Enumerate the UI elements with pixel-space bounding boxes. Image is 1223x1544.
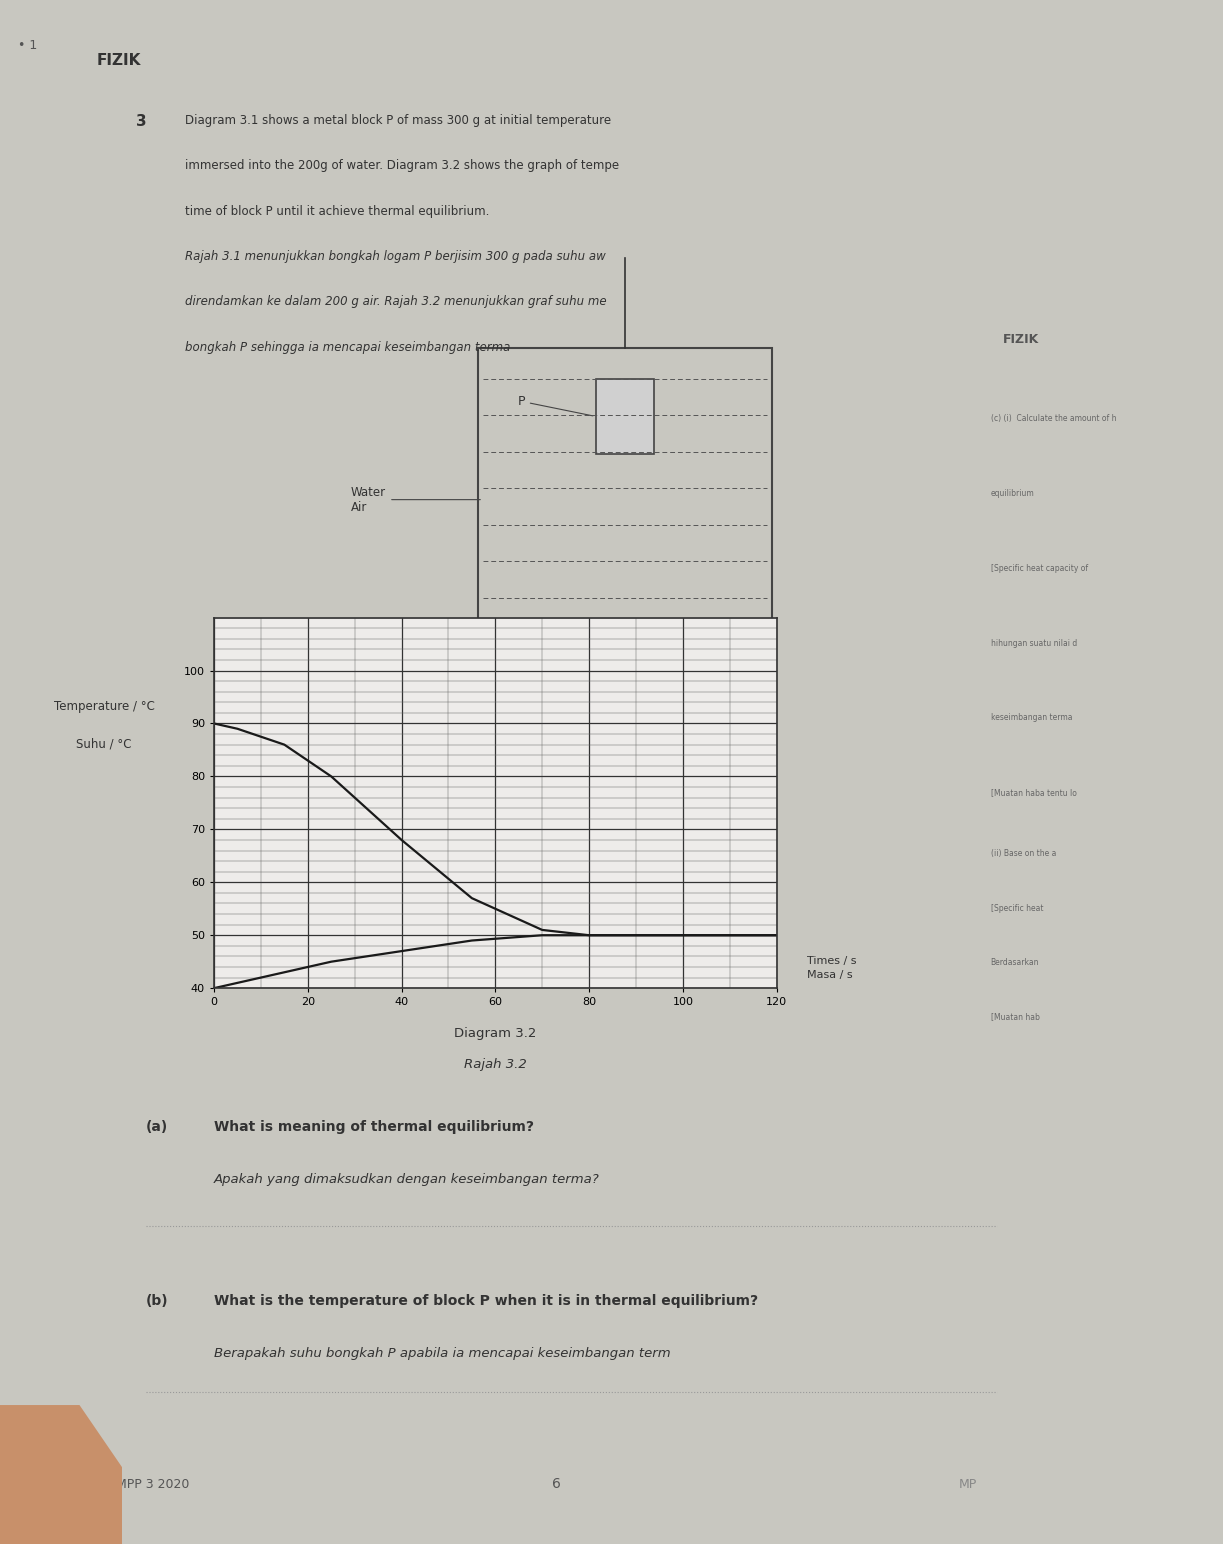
Text: FIZIK: FIZIK [97,52,141,68]
Text: bongkah P sehingga ia mencapai keseimbangan terma: bongkah P sehingga ia mencapai keseimban… [185,341,510,354]
Text: [Specific heat: [Specific heat [991,903,1043,913]
Text: Suhu / °C: Suhu / °C [76,738,132,750]
Text: (c) (i)  Calculate the amount of h: (c) (i) Calculate the amount of h [991,414,1117,423]
Text: P: P [517,395,593,415]
Text: equilibrium: equilibrium [991,489,1035,499]
Text: (b): (b) [146,1294,168,1308]
Text: direndamkan ke dalam 200 g air. Rajah 3.2 menunjukkan graf suhu me: direndamkan ke dalam 200 g air. Rajah 3.… [185,295,607,309]
Text: Berdasarkan: Berdasarkan [991,957,1040,967]
Text: Rajah 3.1: Rajah 3.1 [593,681,657,695]
Text: [Specific heat capacity of: [Specific heat capacity of [991,564,1087,573]
Text: What is the temperature of block P when it is in thermal equilibrium?: What is the temperature of block P when … [214,1294,758,1308]
Text: time of block P until it achieve thermal equilibrium.: time of block P until it achieve thermal… [185,204,489,218]
Text: • 1: • 1 [18,39,38,51]
Text: Rajah 3.1 menunjukkan bongkah logam P berjisim 300 g pada suhu aw: Rajah 3.1 menunjukkan bongkah logam P be… [185,250,605,262]
Text: hihungan suatu nilai d: hihungan suatu nilai d [991,639,1077,647]
Text: FIZIK: FIZIK [1003,334,1040,346]
Text: Berapakah suhu bongkah P apabila ia mencapai keseimbangan term: Berapakah suhu bongkah P apabila ia menc… [214,1346,670,1360]
Text: Diagram 3.2: Diagram 3.2 [454,1027,537,1039]
Text: Apakah yang dimaksudkan dengan keseimbangan terma?: Apakah yang dimaksudkan dengan keseimban… [214,1173,599,1186]
Text: [Muatan haba tentu lo: [Muatan haba tentu lo [991,787,1076,797]
Text: Temperature / °C: Temperature / °C [54,701,154,713]
Text: 6: 6 [552,1476,561,1492]
Text: Diagram 3.1: Diagram 3.1 [583,636,667,648]
Text: Diagram 3.1 shows a metal block P of mass 300 g at initial temperature: Diagram 3.1 shows a metal block P of mas… [185,114,610,127]
Text: [Muatan hab: [Muatan hab [991,1013,1040,1021]
Text: Rajah 3.2: Rajah 3.2 [464,1058,527,1070]
Text: immersed into the 200g of water. Diagram 3.2 shows the graph of tempe: immersed into the 200g of water. Diagram… [185,159,619,173]
Text: (a): (a) [146,1119,168,1133]
Text: MP: MP [959,1478,977,1492]
Bar [596,378,654,454]
Text: keseimbangan terma: keseimbangan terma [991,713,1073,723]
Polygon shape [0,1405,122,1544]
Text: Times / s
Masa / s: Times / s Masa / s [807,956,856,980]
Text: What is meaning of thermal equilibrium?: What is meaning of thermal equilibrium? [214,1119,534,1133]
Bar [478,349,772,621]
Text: (ii) Base on the a: (ii) Base on the a [991,849,1055,858]
Text: MPP 3 2020: MPP 3 2020 [116,1478,190,1492]
Text: Water
Air: Water Air [351,486,481,514]
Text: 3: 3 [136,114,147,128]
